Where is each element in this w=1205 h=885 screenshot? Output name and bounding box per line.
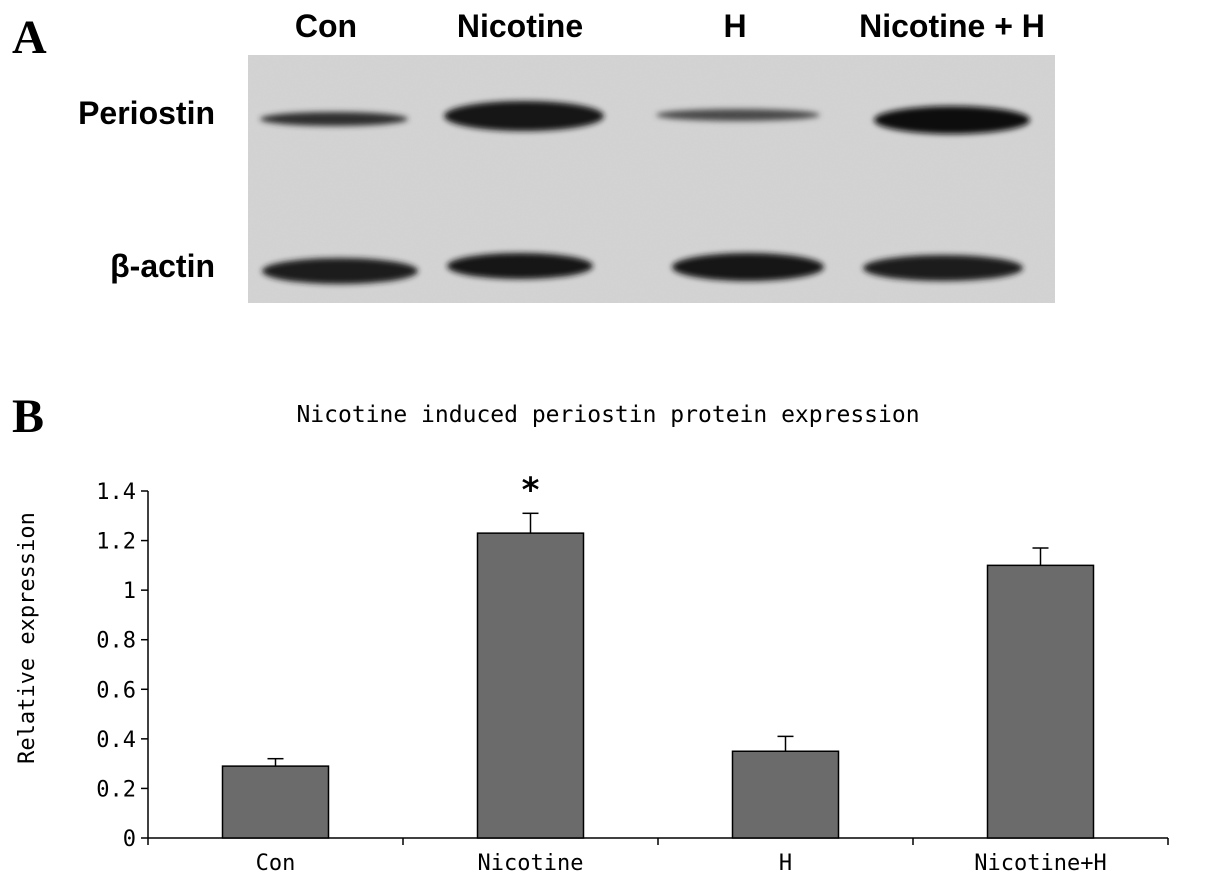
- x-tick-label: Nicotine+H: [974, 851, 1106, 876]
- blot-lane-label-nicotine: Nicotine: [456, 8, 584, 44]
- bar-nicotine-h: [986, 564, 1095, 839]
- periostin-band-nicotine-h: [874, 106, 1030, 134]
- x-tick-label: Con: [256, 851, 296, 876]
- bar-h: [731, 750, 840, 839]
- bar-con: [221, 765, 330, 839]
- beta-actin-band-nicotine: [447, 253, 593, 279]
- bar-nicotine: [476, 532, 585, 839]
- significance-marker: *: [522, 470, 540, 510]
- y-tick-label: 0.6: [96, 678, 136, 703]
- bars: [221, 532, 1095, 839]
- y-tick-label: 0: [123, 827, 136, 852]
- y-tick-label: 1: [123, 579, 136, 604]
- chart-title: Nicotine induced periostin protein expre…: [296, 402, 920, 428]
- beta-actin-band-con: [262, 258, 418, 284]
- x-tick-label: Nicotine: [478, 851, 584, 876]
- panel-b-letter: B: [12, 390, 45, 443]
- y-tick-label: 0.8: [96, 629, 136, 654]
- x-axis: Con Nicotine H Nicotine+H: [147, 837, 1169, 876]
- error-bars: *: [267, 470, 1049, 767]
- y-tick-label: 0.4: [96, 728, 136, 753]
- beta-actin-band-h: [672, 253, 824, 281]
- blot-lane-label-h: H: [723, 8, 747, 44]
- y-tick-label: 1.2: [96, 530, 136, 555]
- periostin-band-h: [656, 109, 820, 121]
- periostin-band-con: [260, 112, 408, 126]
- periostin-band-nicotine: [444, 101, 604, 131]
- beta-actin-band-nicotine-h: [863, 255, 1023, 281]
- y-tick-label: 1.4: [96, 480, 136, 505]
- blot-row-label-beta-actin: β-actin: [110, 248, 215, 284]
- x-tick-label: H: [779, 851, 792, 876]
- blot-lane-label-nicotine-h: Nicotine + H: [859, 8, 1045, 44]
- y-tick-label: 0.2: [96, 777, 136, 802]
- blot-bands: [248, 55, 1055, 303]
- panel-a-letter: A: [12, 11, 47, 64]
- y-axis-label: Relative expression: [15, 512, 40, 764]
- western-blot-image: [248, 55, 1055, 303]
- blot-row-label-periostin: Periostin: [78, 95, 215, 131]
- blot-lane-label-con: Con: [294, 8, 358, 44]
- y-axis: 0 0.2 0.4 0.6 0.8 1 1.2 1.4: [96, 480, 149, 852]
